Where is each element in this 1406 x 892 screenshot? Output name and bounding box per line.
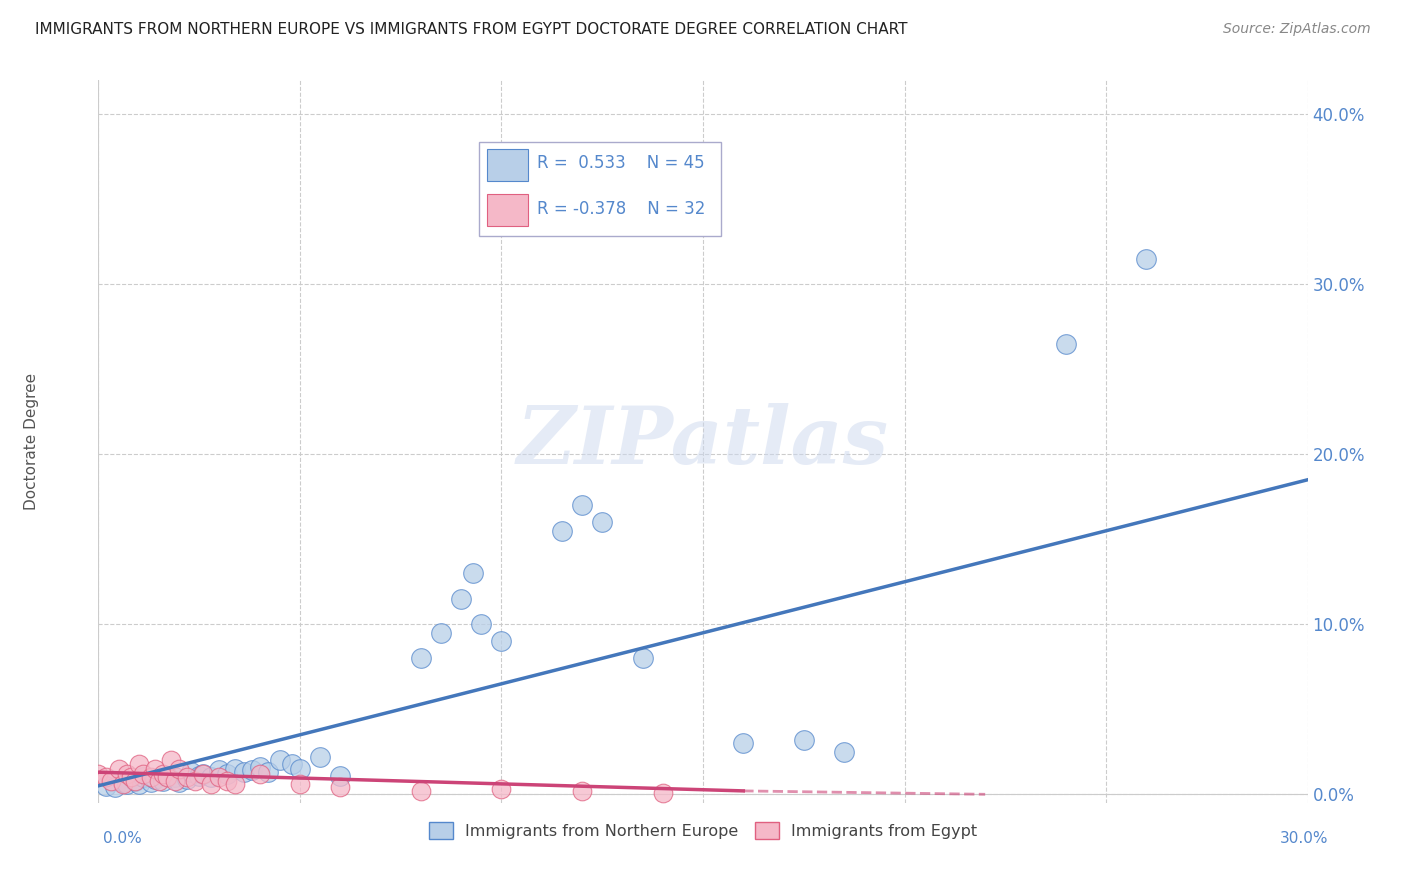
- Point: [115, 767, 138, 781]
- Point: [200, 770, 222, 784]
- Point: [571, 784, 593, 798]
- Point: [148, 773, 170, 788]
- Point: [156, 770, 179, 784]
- Text: 0.0%: 0.0%: [103, 831, 142, 846]
- Text: 30.0%: 30.0%: [1281, 831, 1329, 846]
- Point: [152, 773, 174, 788]
- Point: [167, 775, 190, 789]
- Point: [491, 782, 513, 797]
- Point: [651, 786, 673, 800]
- FancyBboxPatch shape: [486, 194, 527, 227]
- Point: [120, 770, 142, 784]
- Point: [139, 770, 162, 784]
- Point: [163, 773, 186, 788]
- Point: [100, 773, 122, 788]
- Point: [430, 625, 453, 640]
- Point: [571, 498, 593, 512]
- Point: [450, 591, 472, 606]
- Point: [87, 767, 110, 781]
- Point: [176, 772, 198, 786]
- Point: [631, 651, 654, 665]
- Point: [124, 773, 146, 788]
- Point: [139, 775, 162, 789]
- Point: [115, 777, 138, 791]
- Point: [591, 516, 613, 530]
- Point: [793, 732, 815, 747]
- Point: [217, 773, 239, 788]
- Point: [143, 772, 166, 786]
- Point: [132, 767, 155, 781]
- Point: [409, 651, 432, 665]
- Point: [409, 784, 432, 798]
- Point: [832, 745, 855, 759]
- Point: [240, 764, 263, 778]
- Text: Source: ZipAtlas.com: Source: ZipAtlas.com: [1223, 22, 1371, 37]
- Point: [200, 777, 222, 791]
- Point: [551, 524, 574, 538]
- Point: [208, 770, 231, 784]
- Point: [329, 769, 352, 783]
- Text: Doctorate Degree: Doctorate Degree: [24, 373, 39, 510]
- Point: [107, 762, 129, 776]
- Point: [143, 762, 166, 776]
- Point: [180, 765, 202, 780]
- Point: [193, 767, 215, 781]
- Point: [256, 765, 278, 780]
- Point: [176, 770, 198, 784]
- Legend: Immigrants from Northern Europe, Immigrants from Egypt: Immigrants from Northern Europe, Immigra…: [420, 814, 986, 847]
- Point: [249, 767, 271, 781]
- Point: [160, 753, 183, 767]
- Point: [463, 566, 485, 581]
- Point: [111, 777, 134, 791]
- Point: [232, 765, 254, 780]
- Point: [470, 617, 492, 632]
- Point: [269, 753, 291, 767]
- Point: [167, 762, 190, 776]
- Point: [132, 770, 155, 784]
- Point: [96, 779, 118, 793]
- Point: [1054, 336, 1077, 351]
- Point: [163, 770, 186, 784]
- Point: [329, 780, 352, 795]
- Point: [733, 736, 755, 750]
- Point: [193, 767, 215, 781]
- Point: [103, 780, 125, 795]
- Point: [288, 762, 311, 776]
- Point: [156, 769, 179, 783]
- Point: [224, 762, 246, 776]
- Point: [184, 773, 207, 788]
- Text: ZIPatlas: ZIPatlas: [517, 403, 889, 480]
- Text: R =  0.533    N = 45: R = 0.533 N = 45: [537, 154, 704, 172]
- Point: [128, 777, 150, 791]
- Point: [1135, 252, 1157, 266]
- Point: [208, 764, 231, 778]
- Point: [96, 770, 118, 784]
- Point: [224, 777, 246, 791]
- Point: [124, 773, 146, 788]
- Point: [491, 634, 513, 648]
- Point: [288, 777, 311, 791]
- FancyBboxPatch shape: [486, 149, 527, 181]
- Point: [309, 750, 332, 764]
- Text: R = -0.378    N = 32: R = -0.378 N = 32: [537, 200, 706, 218]
- Point: [281, 756, 304, 771]
- Point: [111, 775, 134, 789]
- Point: [217, 767, 239, 781]
- Point: [128, 756, 150, 771]
- Point: [188, 769, 211, 783]
- FancyBboxPatch shape: [479, 142, 721, 235]
- Text: IMMIGRANTS FROM NORTHERN EUROPE VS IMMIGRANTS FROM EGYPT DOCTORATE DEGREE CORREL: IMMIGRANTS FROM NORTHERN EUROPE VS IMMIG…: [35, 22, 908, 37]
- Point: [249, 760, 271, 774]
- Point: [152, 767, 174, 781]
